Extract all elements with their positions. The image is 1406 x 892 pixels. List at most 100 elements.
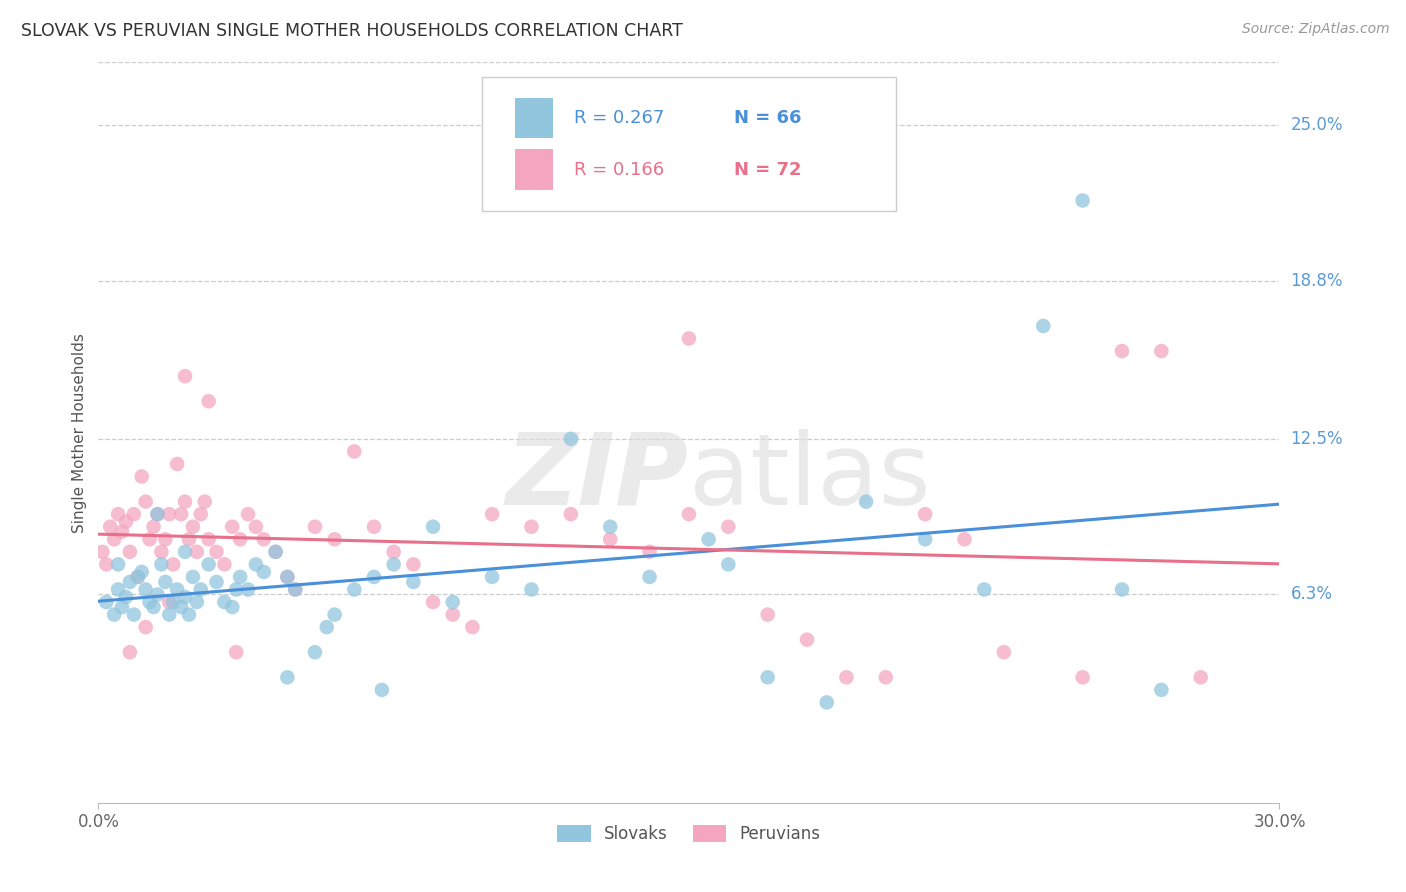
Point — [131, 469, 153, 483]
Point — [190, 507, 212, 521]
Point — [461, 620, 484, 634]
Point — [96, 558, 118, 572]
Point — [174, 545, 197, 559]
Point — [343, 444, 366, 458]
Point — [1111, 582, 1133, 597]
Point — [138, 533, 160, 547]
Point — [122, 507, 145, 521]
Point — [382, 545, 405, 559]
Point — [91, 545, 114, 559]
Point — [118, 545, 141, 559]
Point — [229, 533, 252, 547]
Point — [756, 607, 779, 622]
Point — [993, 645, 1015, 659]
Point — [138, 595, 160, 609]
Point — [170, 600, 193, 615]
Text: Source: ZipAtlas.com: Source: ZipAtlas.com — [1241, 22, 1389, 37]
Text: 18.8%: 18.8% — [1291, 272, 1343, 290]
Point — [221, 600, 243, 615]
Point — [186, 595, 208, 609]
Point — [756, 670, 779, 684]
Point — [197, 394, 219, 409]
Point — [236, 507, 259, 521]
Point — [1189, 670, 1212, 684]
Point — [371, 682, 394, 697]
Point — [1071, 670, 1094, 684]
Point — [678, 507, 700, 521]
Point — [142, 600, 165, 615]
Point — [157, 595, 180, 609]
Point — [177, 533, 200, 547]
Point — [225, 582, 247, 597]
Point — [599, 533, 621, 547]
Point — [1032, 318, 1054, 333]
Point — [197, 558, 219, 572]
Point — [181, 520, 204, 534]
Point — [197, 533, 219, 547]
Point — [166, 457, 188, 471]
Point — [107, 507, 129, 521]
Point — [214, 595, 236, 609]
Point — [875, 670, 897, 684]
Point — [1150, 344, 1173, 359]
Point — [127, 570, 149, 584]
Point — [560, 432, 582, 446]
Point — [115, 590, 138, 604]
Point — [245, 558, 267, 572]
Bar — [516, 97, 553, 138]
Point — [155, 533, 177, 547]
Text: ZIP: ZIP — [506, 428, 689, 525]
Point — [599, 520, 621, 534]
Point — [98, 520, 121, 534]
Point — [422, 520, 444, 534]
Point — [382, 558, 405, 572]
Point — [236, 582, 259, 597]
Point — [127, 570, 149, 584]
Point — [162, 558, 184, 572]
Point — [276, 570, 298, 584]
Bar — [516, 150, 553, 190]
Point — [678, 331, 700, 345]
Text: R = 0.267: R = 0.267 — [575, 109, 665, 127]
Point — [146, 507, 169, 521]
Point — [174, 590, 197, 604]
Point — [914, 507, 936, 521]
Point — [264, 545, 287, 559]
Point — [135, 582, 157, 597]
Point — [150, 545, 173, 559]
Point — [520, 582, 543, 597]
Point — [481, 570, 503, 584]
Point — [181, 570, 204, 584]
Point — [115, 515, 138, 529]
Text: N = 72: N = 72 — [734, 161, 801, 178]
Point — [118, 574, 141, 589]
Text: atlas: atlas — [689, 428, 931, 525]
Point — [560, 507, 582, 521]
Point — [177, 607, 200, 622]
Point — [520, 520, 543, 534]
Point — [214, 558, 236, 572]
Text: SLOVAK VS PERUVIAN SINGLE MOTHER HOUSEHOLDS CORRELATION CHART: SLOVAK VS PERUVIAN SINGLE MOTHER HOUSEHO… — [21, 22, 683, 40]
Point — [142, 520, 165, 534]
Point — [162, 595, 184, 609]
Point — [402, 558, 425, 572]
Point — [1111, 344, 1133, 359]
Point — [118, 645, 141, 659]
Point — [174, 494, 197, 508]
Point — [174, 369, 197, 384]
Point — [638, 545, 661, 559]
Point — [194, 494, 217, 508]
Point — [146, 587, 169, 601]
Point — [111, 524, 134, 539]
Point — [284, 582, 307, 597]
Point — [481, 507, 503, 521]
Point — [315, 620, 337, 634]
Point — [796, 632, 818, 647]
Point — [170, 507, 193, 521]
Point — [155, 574, 177, 589]
Point — [253, 565, 276, 579]
Point — [304, 645, 326, 659]
Point — [323, 607, 346, 622]
Point — [186, 545, 208, 559]
Point — [422, 595, 444, 609]
